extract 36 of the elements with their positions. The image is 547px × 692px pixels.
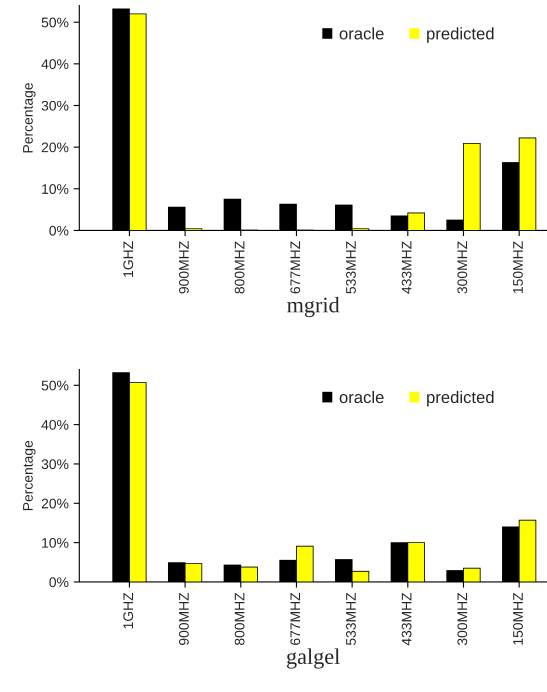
legend-label: oracle: [340, 27, 384, 40]
x-tick-label: 150MHZ: [513, 592, 523, 645]
legend-label: oracle: [340, 390, 384, 404]
y-tick-label: 50%: [42, 18, 68, 28]
y-tick-label: 0%: [49, 226, 68, 236]
x-tick-label: 900MHZ: [178, 241, 189, 294]
x-tick-label: 677MHZ: [290, 241, 300, 294]
y-tick-label: 30%: [42, 100, 68, 111]
x-tick-label: 433MHZ: [402, 592, 412, 646]
y-tick-label: 40%: [41, 59, 68, 70]
y-tick-label: 20%: [42, 142, 68, 152]
x-axis-title: mgrid: [287, 296, 340, 318]
x-tick-label: 800MHZ: [234, 241, 245, 294]
y-tick-label: 20%: [42, 498, 68, 508]
y-tick-label: 0%: [49, 577, 68, 588]
y-tick-label: 50%: [42, 380, 68, 390]
x-tick-label: 433MHZ: [402, 241, 412, 294]
x-tick-label: 300MHZ: [457, 241, 468, 294]
x-tick-label: 533MHZ: [346, 592, 356, 646]
x-tick-label: 150MHZ: [513, 241, 523, 294]
legend-label: predicted: [427, 390, 494, 406]
x-tick-label: 677MHZ: [290, 592, 300, 645]
x-tick-label: 533MHZ: [346, 241, 356, 294]
legend-label: predicted: [427, 27, 494, 43]
y-tick-label: 40%: [41, 420, 68, 430]
x-tick-label: 800MHZ: [234, 592, 245, 646]
y-tick-label: 30%: [42, 459, 68, 470]
y-tick-label: 10%: [42, 538, 68, 548]
x-tick-label: 300MHZ: [457, 592, 468, 646]
x-tick-label: 1GHZ: [123, 241, 134, 277]
y-axis-title: Percentage: [23, 83, 36, 152]
y-axis-title: Percentage: [23, 440, 36, 510]
x-axis-title: galgel: [286, 648, 340, 669]
y-tick-label: 10%: [42, 184, 68, 194]
x-tick-label: 900MHZ: [178, 592, 189, 645]
x-tick-label: 1GHZ: [123, 592, 134, 628]
